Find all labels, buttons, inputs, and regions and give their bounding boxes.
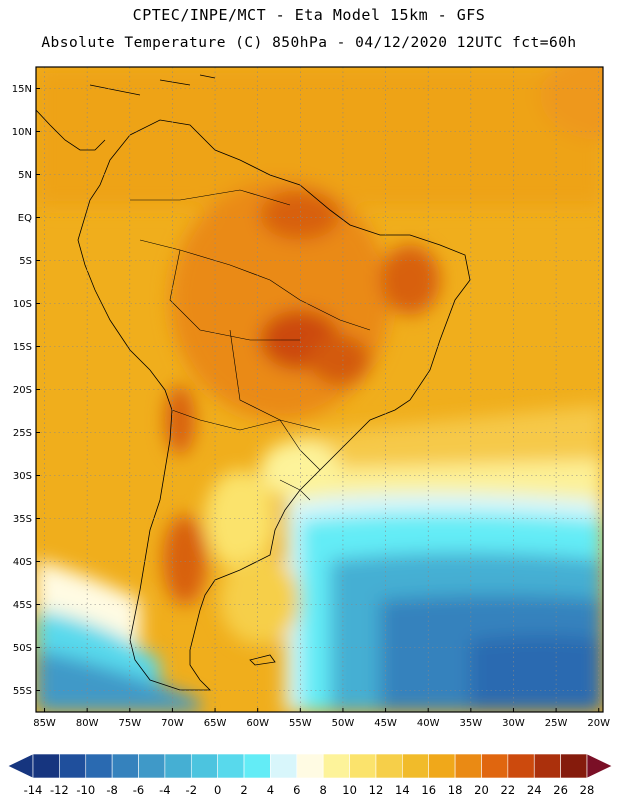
colorbar: [7, 753, 613, 779]
grid-lines: [36, 67, 603, 712]
colorbar-segment: [402, 753, 430, 779]
longitude-label: 35W: [460, 718, 483, 729]
latitude-label: 15S: [13, 342, 32, 353]
coastlines: [36, 74, 471, 691]
latitude-label: 25S: [13, 428, 32, 439]
colorbar-min-arrow: [7, 753, 34, 779]
colorbar-tick-label: 0: [214, 783, 221, 797]
colorbar-tick-label: 18: [448, 783, 463, 797]
colorbar-segment: [296, 753, 324, 779]
latitude-label: 5N: [18, 170, 32, 181]
colorbar-tick-label: 10: [342, 783, 357, 797]
colorbar-segment: [507, 753, 535, 779]
colorbar-labels: -14 -12 -10 -8 -6 -4 -2 0 2 4 6 8 10 12 14 16 18 20 22 24 26…: [24, 783, 595, 797]
longitude-label: 20W: [587, 718, 610, 729]
colorbar-segment: [349, 753, 377, 779]
colorbar-segment: [560, 753, 588, 779]
latitude-label: 10N: [12, 127, 32, 138]
longitude-label: 25W: [545, 718, 568, 729]
colorbar-tick-label: 14: [395, 783, 410, 797]
colorbar-tick-label: 16: [421, 783, 436, 797]
longitude-label: 80W: [76, 718, 99, 729]
latitude-label: 50S: [13, 643, 32, 654]
colorbar-tick-label: -4: [159, 783, 170, 797]
colorbar-tick-label: 24: [527, 783, 542, 797]
latitude-label: 35S: [13, 514, 32, 525]
colorbar-max-arrow: [586, 753, 613, 779]
longitude-label: 85W: [33, 718, 56, 729]
latitude-label: 55S: [13, 686, 32, 697]
colorbar-segment: [138, 753, 166, 779]
latitude-label: 10S: [13, 299, 32, 310]
colorbar-segment: [85, 753, 113, 779]
colorbar-segment: [322, 753, 350, 779]
colorbar-tick-label: 20: [474, 783, 489, 797]
latitude-label: 5S: [19, 256, 32, 267]
colorbar-tick-label: -12: [50, 783, 69, 797]
longitude-label: 40W: [417, 718, 440, 729]
longitude-label: 30W: [502, 718, 525, 729]
temperature-field: [36, 67, 603, 712]
colorbar-tick-label: -2: [186, 783, 197, 797]
colorbar-tick-label: 26: [553, 783, 568, 797]
chart-title-line-1: CPTEC/INPE/MCT - Eta Model 15km - GFS: [132, 6, 486, 24]
longitude-label: 50W: [332, 718, 355, 729]
colorbar-tick-label: 28: [580, 783, 595, 797]
colorbar-segment: [164, 753, 192, 779]
colorbar-tick-label: 2: [240, 783, 247, 797]
colorbar-tick-label: 12: [369, 783, 384, 797]
colorbar-segment: [243, 753, 271, 779]
colorbar-segment: [270, 753, 298, 779]
colorbar-segment: [428, 753, 456, 779]
colorbar-segment: [32, 753, 60, 779]
colorbar-segment: [59, 753, 87, 779]
colorbar-segment: [375, 753, 403, 779]
latitude-label: 15N: [12, 84, 32, 95]
colorbar-tick-label: 4: [267, 783, 274, 797]
colorbar-tick-label: -8: [106, 783, 117, 797]
colorbar-segment: [481, 753, 509, 779]
longitude-label: 60W: [246, 718, 269, 729]
colorbar-tick-label: -14: [24, 783, 43, 797]
colorbar-tick-label: 8: [320, 783, 327, 797]
latitude-labels: 15N 10N 5N EQ 5S 10S 15S 20S 25S 30S 35S 40S 45S 50S 5…: [12, 84, 40, 697]
colorbar-segment: [111, 753, 139, 779]
longitude-label: 65W: [204, 718, 227, 729]
colorbar-segment: [533, 753, 561, 779]
longitude-label: 75W: [118, 718, 141, 729]
latitude-label: EQ: [18, 213, 32, 224]
latitude-label: 30S: [13, 471, 32, 482]
colorbar-tick-label: -10: [76, 783, 95, 797]
colorbar-tick-label: 22: [501, 783, 516, 797]
longitude-labels: 85W 80W 75W 70W 65W 60W 55W 50W 45W 40W 35W 30W 25W 2…: [33, 708, 610, 729]
latitude-label: 40S: [13, 557, 32, 568]
longitude-label: 45W: [374, 718, 397, 729]
colorbar-segment: [454, 753, 482, 779]
colorbar-tick-label: -6: [133, 783, 144, 797]
colorbar-tick-label: 6: [293, 783, 300, 797]
latitude-label: 45S: [13, 600, 32, 611]
colorbar-segment: [190, 753, 218, 779]
latitude-label: 20S: [13, 385, 32, 396]
chart-title-line-2: Absolute Temperature (C) 850hPa - 04/12/…: [41, 35, 577, 51]
longitude-label: 70W: [161, 718, 184, 729]
longitude-label: 55W: [289, 718, 312, 729]
colorbar-segment: [217, 753, 245, 779]
